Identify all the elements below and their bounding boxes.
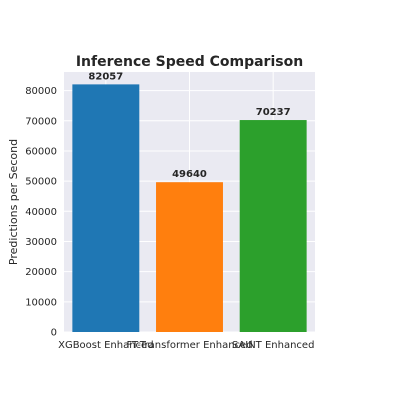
x-tick-label: XGBoost Enhanced xyxy=(58,340,153,351)
bar xyxy=(72,84,140,333)
x-tick-label: FT-Transformer Enhanced xyxy=(126,340,252,351)
y-tick-label: 30000 xyxy=(25,237,57,248)
bar xyxy=(156,182,223,332)
data-label: 82057 xyxy=(88,71,123,82)
y-tick-label: 70000 xyxy=(25,116,57,127)
y-tick-label: 80000 xyxy=(25,86,57,97)
y-tick-label: 50000 xyxy=(25,177,57,188)
data-labels: 82057 49640 70237 xyxy=(88,71,290,180)
data-label: 70237 xyxy=(256,107,291,118)
y-tick-label: 20000 xyxy=(25,267,57,278)
chart-title: Inference Speed Comparison xyxy=(76,54,303,70)
data-label: 49640 xyxy=(172,169,207,180)
bar xyxy=(239,120,307,333)
y-tick-label: 10000 xyxy=(25,297,57,308)
y-axis-ticks: 0 10000 20000 30000 40000 50000 60000 70000 8000… xyxy=(25,86,57,338)
y-axis-label: Predictions per Second xyxy=(7,139,20,265)
y-tick-label: 40000 xyxy=(25,207,57,218)
bars xyxy=(72,84,307,333)
y-tick-label: 0 xyxy=(51,328,57,339)
y-tick-label: 60000 xyxy=(25,146,57,157)
x-tick-label: SAINT Enhanced xyxy=(232,340,315,351)
